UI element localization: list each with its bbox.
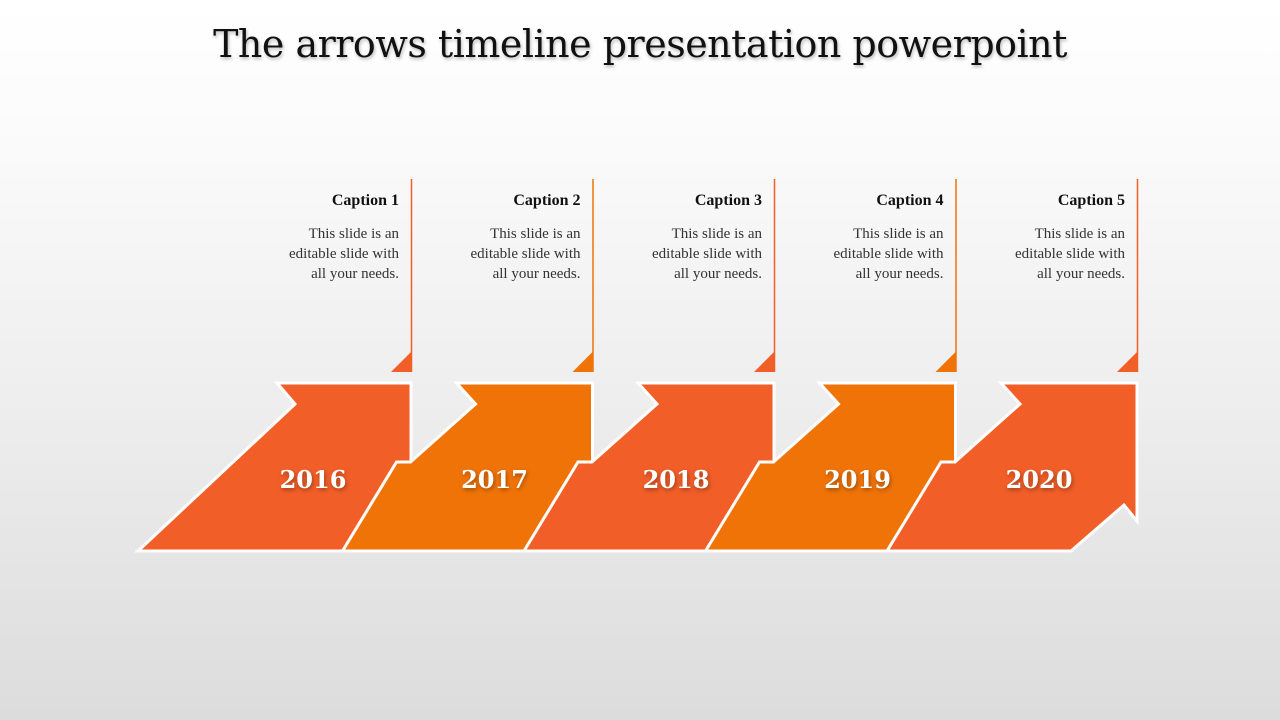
caption-text: This slide is an editable slide with all y… bbox=[925, 224, 1125, 284]
caption-text-line: editable slide with bbox=[833, 246, 944, 262]
timeline-arrow-2019 bbox=[702, 381, 957, 553]
caption-text: This slide is an editable slide with all y… bbox=[744, 224, 944, 284]
caption-text-line: This slide is an bbox=[671, 226, 762, 242]
caption-text-line: all your needs. bbox=[674, 266, 762, 282]
caption-text: This slide is an editable slide with all y… bbox=[199, 224, 399, 284]
caption-block-5: Caption 5 This slide is an editable slide … bbox=[925, 192, 1125, 284]
caption-markers bbox=[391, 179, 1139, 372]
caption-flag-5 bbox=[1117, 351, 1138, 372]
year-label-2018: 2018 bbox=[643, 465, 710, 494]
caption-block-2: Caption 2 This slide is an editable slide … bbox=[381, 192, 581, 284]
caption-flag-3 bbox=[754, 351, 775, 372]
caption-text-line: This slide is an bbox=[308, 226, 399, 242]
caption-block-1: Caption 1 This slide is an editable slide … bbox=[199, 192, 399, 284]
caption-text-line: editable slide with bbox=[1015, 246, 1125, 262]
caption-text-line: all your needs. bbox=[311, 266, 399, 282]
caption-text-line: editable slide with bbox=[289, 246, 399, 262]
caption-text-line: editable slide with bbox=[470, 246, 581, 262]
caption-title: Caption 2 bbox=[513, 192, 581, 209]
caption-text-line: This slide is an bbox=[853, 226, 944, 242]
caption-text: This slide is an editable slide with all y… bbox=[562, 224, 762, 284]
caption-text-line: all your needs. bbox=[1037, 266, 1125, 282]
caption-title: Caption 3 bbox=[694, 192, 762, 209]
year-label-2020: 2020 bbox=[1006, 465, 1073, 494]
caption-flag-4 bbox=[935, 351, 957, 372]
timeline-arrows: 2016 2017 2018 2019 2020 bbox=[134, 381, 1139, 553]
year-label-2019: 2019 bbox=[824, 465, 891, 494]
timeline-arrow-2020 bbox=[884, 381, 1139, 553]
caption-title: Caption 1 bbox=[331, 192, 399, 209]
year-label-2016: 2016 bbox=[280, 465, 347, 494]
caption-flag-2 bbox=[572, 351, 594, 372]
caption-flag-1 bbox=[391, 351, 412, 372]
caption-block-4: Caption 4 This slide is an editable slide … bbox=[744, 192, 944, 284]
caption-title: Caption 4 bbox=[876, 192, 944, 209]
timeline-reflection bbox=[134, 549, 1139, 720]
caption-block-3: Caption 3 This slide is an editable slide … bbox=[562, 192, 762, 284]
caption-text-line: This slide is an bbox=[490, 226, 581, 242]
caption-text-line: editable slide with bbox=[652, 246, 762, 262]
caption-text-line: This slide is an bbox=[1034, 226, 1125, 242]
caption-text-line: all your needs. bbox=[855, 266, 944, 282]
timeline-arrow-2018 bbox=[521, 381, 776, 553]
year-label-2017: 2017 bbox=[461, 465, 528, 494]
timeline-arrow-2017 bbox=[339, 381, 594, 553]
caption-text-line: all your needs. bbox=[492, 266, 581, 282]
caption-text: This slide is an editable slide with all y… bbox=[381, 224, 581, 284]
slide-title: The arrows timeline presentation powerpo… bbox=[213, 22, 1067, 66]
caption-title: Caption 5 bbox=[1057, 192, 1125, 209]
